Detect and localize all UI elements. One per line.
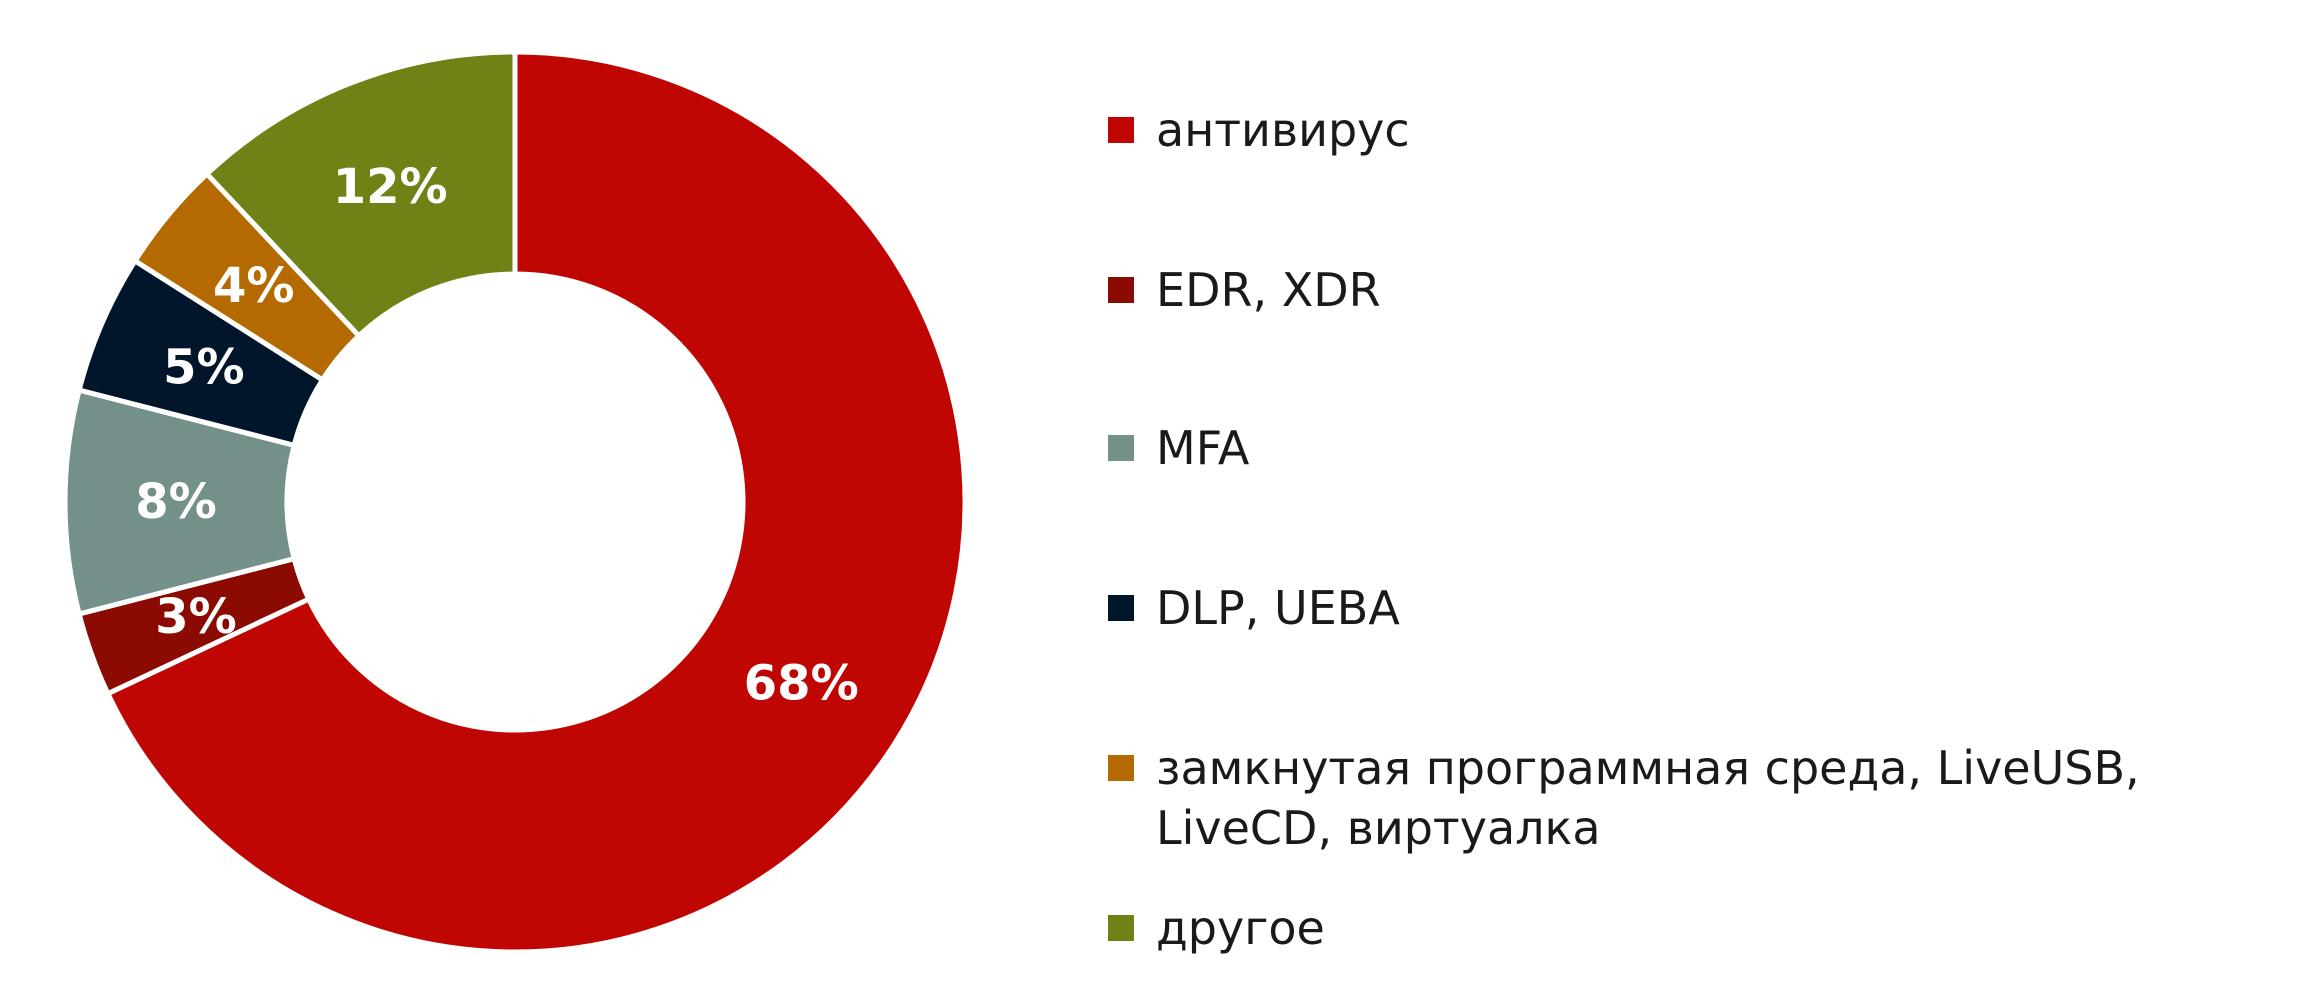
legend-swatch-2 bbox=[1108, 277, 1134, 303]
donut-chart: 68% 3% 8% 5% 4% 12% bbox=[62, 49, 968, 955]
legend-item-6: другое bbox=[1108, 898, 2236, 958]
legend-swatch-1 bbox=[1108, 117, 1134, 143]
legend: антивирус EDR, XDR MFA DLP, UEBA замкнутая п… bbox=[1108, 0, 2308, 1004]
donut-slice-1 bbox=[105, 49, 968, 955]
legend-swatch-4 bbox=[1108, 595, 1134, 621]
legend-label-3: MFA bbox=[1156, 421, 1250, 475]
legend-item-4: DLP, UEBA bbox=[1108, 578, 2236, 638]
legend-item-1: антивирус bbox=[1108, 100, 2236, 160]
slice-label-6: 12% bbox=[333, 159, 448, 215]
slice-label-1: 68% bbox=[744, 656, 859, 712]
donut-slice-6 bbox=[204, 49, 518, 339]
legend-label-5: замкнутая программная среда, LiveUSB, Li… bbox=[1156, 741, 2140, 855]
legend-label-4: DLP, UEBA bbox=[1156, 581, 1400, 635]
legend-label-2: EDR, XDR bbox=[1156, 263, 1381, 317]
legend-label-1: антивирус bbox=[1156, 103, 1410, 157]
legend-item-3: MFA bbox=[1108, 418, 2236, 478]
slice-label-3: 8% bbox=[135, 474, 217, 530]
donut-slices bbox=[62, 49, 968, 955]
slice-labels: 68% 3% 8% 5% 4% 12% bbox=[135, 159, 858, 712]
slice-label-2: 3% bbox=[155, 589, 237, 645]
legend-item-2: EDR, XDR bbox=[1108, 260, 2236, 320]
legend-swatch-5 bbox=[1108, 755, 1134, 781]
legend-label-6: другое bbox=[1156, 901, 1325, 955]
slice-label-4: 5% bbox=[163, 339, 245, 395]
legend-swatch-6 bbox=[1108, 915, 1134, 941]
legend-swatch-3 bbox=[1108, 435, 1134, 461]
slice-label-5: 4% bbox=[213, 258, 295, 314]
legend-item-5: замкнутая программная среда, LiveUSB, Li… bbox=[1108, 738, 2236, 858]
